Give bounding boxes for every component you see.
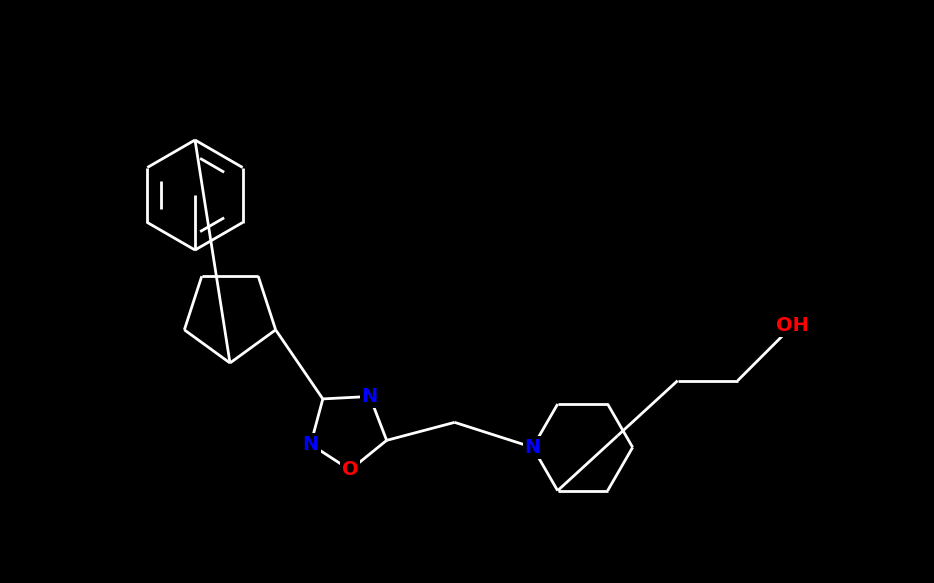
Text: OH: OH: [776, 316, 809, 335]
Text: N: N: [361, 387, 378, 406]
Text: O: O: [342, 461, 359, 479]
Text: N: N: [525, 438, 541, 457]
Text: N: N: [303, 435, 318, 454]
